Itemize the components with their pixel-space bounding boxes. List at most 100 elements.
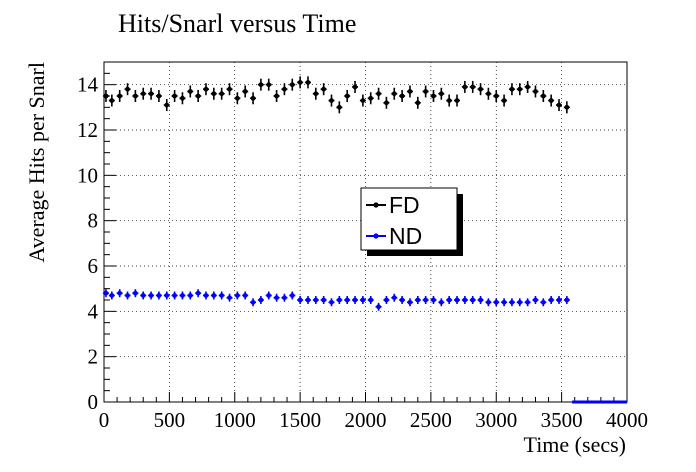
y-tick-label: 6 [88,254,99,278]
data-point [313,297,319,303]
data-point [109,293,115,298]
data-point [250,299,256,305]
data-point [415,297,421,303]
x-tick-label: 3000 [475,408,517,432]
data-point [297,297,303,303]
data-point [274,93,279,99]
data-point [454,98,460,103]
data-point [462,84,468,90]
data-point [211,293,217,298]
legend-nd-marker [373,233,379,239]
data-point [227,295,232,301]
data-point [399,93,405,99]
data-point [446,297,452,303]
y-tick-label: 10 [77,163,98,187]
data-point [242,293,248,298]
data-point [321,297,327,303]
data-point [282,86,287,92]
data-point [180,293,185,298]
data-point [509,86,515,92]
data-point [187,89,193,94]
data-point [540,299,546,305]
data-point [172,293,178,298]
x-axis-label: Time (secs) [524,432,626,457]
series-nd [102,289,570,311]
data-point [203,86,209,92]
data-point [478,297,483,303]
data-point [446,98,452,103]
data-point [368,297,374,303]
x-tick-label: 3500 [541,408,583,432]
data-point [117,93,123,99]
data-point [376,304,381,310]
data-point [125,293,130,298]
data-point [234,95,240,101]
x-tick-label: 2500 [410,408,452,432]
data-point [125,86,130,92]
y-tick-label: 4 [88,299,99,323]
data-point [564,104,570,110]
axis-ticks [103,61,628,403]
x-tick-label: 1000 [214,408,256,432]
legend-fd-label: FD [389,192,420,218]
data-point [344,93,350,99]
data-point [289,82,295,88]
data-point [258,82,264,88]
data-point [391,91,397,97]
data-point [438,91,444,97]
data-point [501,299,507,305]
y-axis-label: Average Hits per Snarl [24,62,49,263]
data-point [336,297,342,303]
data-point [438,299,444,305]
y-tick-label: 2 [88,345,99,369]
data-point [556,102,562,108]
data-point [234,293,240,298]
legend-nd-label: ND [389,223,422,249]
data-point [454,297,460,303]
data-point [156,293,162,298]
data-point [540,93,546,99]
data-point [227,86,232,92]
data-point [376,91,381,97]
data-point [321,86,327,92]
data-point [172,93,178,99]
data-point [525,299,531,305]
data-point [493,93,499,99]
data-point [266,293,272,298]
data-point [501,98,507,103]
data-point [470,84,476,90]
data-point [486,299,491,305]
data-point [517,299,523,305]
data-point [313,91,319,97]
legend: FD ND [360,187,463,256]
data-point [109,98,115,103]
data-point [242,89,248,94]
data-point [329,299,334,305]
data-point [219,293,225,298]
data-point [556,297,562,303]
data-point [195,93,201,99]
data-point [352,297,358,303]
data-point [391,295,397,301]
data-point [399,297,405,303]
data-point [132,93,138,99]
y-tick-label: 8 [88,209,99,233]
x-tick-label: 500 [154,408,186,432]
data-point [533,297,538,303]
data-point [548,297,554,303]
data-point [148,91,154,97]
data-point [297,80,303,85]
chart-title: Hits/Snarl versus Time [118,9,356,38]
data-point [195,290,201,296]
grid [104,62,627,402]
data-point [517,86,523,92]
data-point [132,290,138,296]
data-point [423,297,429,303]
data-point [525,84,531,90]
y-tick-label: 12 [77,118,98,142]
data-point [266,82,272,88]
data-point [164,102,170,108]
data-point [305,80,311,85]
